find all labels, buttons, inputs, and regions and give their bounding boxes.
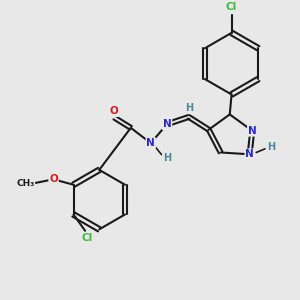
Text: N: N: [245, 149, 254, 159]
Text: H: H: [185, 103, 193, 113]
Text: Cl: Cl: [226, 2, 237, 12]
Text: CH₃: CH₃: [16, 179, 34, 188]
Text: N: N: [146, 138, 155, 148]
Text: H: H: [267, 142, 275, 152]
Text: N: N: [248, 126, 256, 136]
Text: N: N: [163, 119, 171, 129]
Text: O: O: [110, 106, 118, 116]
Text: Cl: Cl: [81, 233, 92, 243]
Text: O: O: [49, 174, 58, 184]
Text: H: H: [163, 153, 171, 163]
